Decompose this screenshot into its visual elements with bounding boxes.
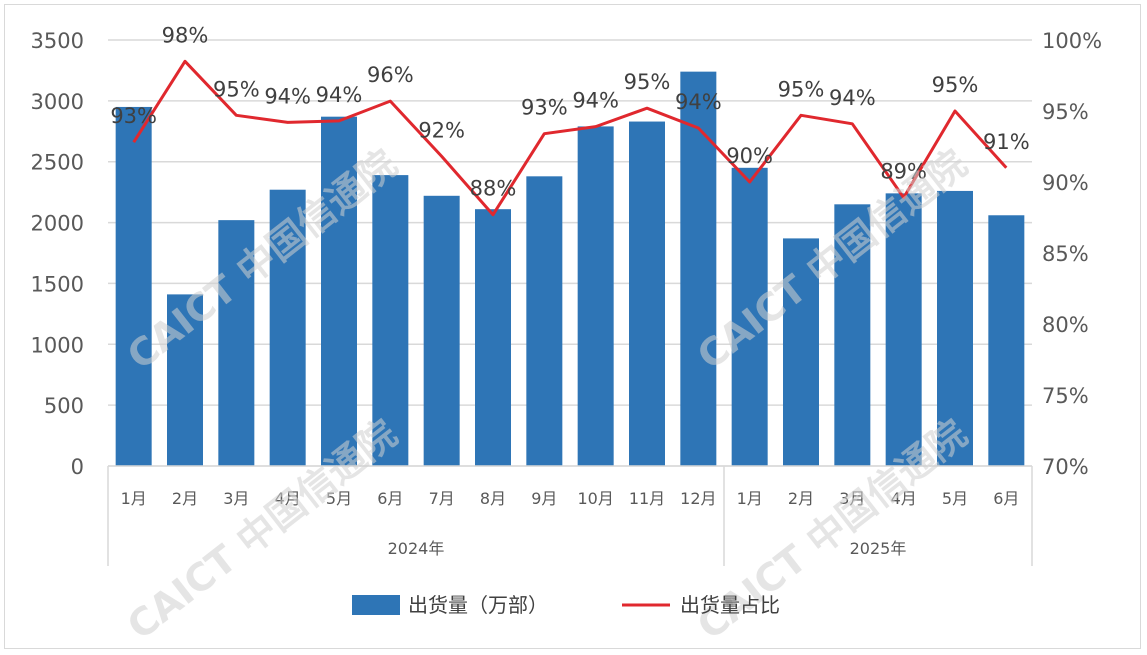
legend-label-bar: 出货量（万部） xyxy=(408,593,548,617)
axes: 0 500 1000 1500 2000 2500 3000 3500 70% 75% 80% 85%… xyxy=(31,29,1102,566)
y-right-tick-label: 85% xyxy=(1042,242,1089,266)
bar xyxy=(475,209,511,466)
x-category-label: 6月 xyxy=(377,489,403,508)
x-category-label: 1月 xyxy=(737,489,763,508)
line-data-label: 94% xyxy=(829,86,876,110)
line-data-label: 94% xyxy=(316,83,363,107)
x-category-label: 8月 xyxy=(480,489,506,508)
y-left-tick-label: 0 xyxy=(71,455,84,479)
x-category-label: 3月 xyxy=(223,489,249,508)
y-right-tick-label: 80% xyxy=(1042,313,1089,337)
line-series xyxy=(132,59,1008,217)
x-category-label: 6月 xyxy=(993,489,1019,508)
y-right-tick-label: 95% xyxy=(1042,100,1089,124)
line-data-label: 92% xyxy=(418,118,465,142)
data-labels: 93%98%95% 94% 94%96%92%88%93% 94%95%94%90%9… xyxy=(110,23,1029,200)
bar xyxy=(834,204,871,467)
y-left-tick-label: 500 xyxy=(44,394,84,418)
line-data-label: 94% xyxy=(264,84,311,108)
bar xyxy=(731,167,768,467)
x-category-label: 12月 xyxy=(680,489,716,508)
bar xyxy=(115,106,152,466)
bar xyxy=(577,126,614,466)
y-left-tick-label: 3000 xyxy=(31,90,84,114)
bar xyxy=(885,193,922,467)
x-category-label: 5月 xyxy=(942,489,968,508)
line-data-label: 94% xyxy=(572,89,619,113)
y-left-tick-label: 2500 xyxy=(31,151,84,175)
bar xyxy=(423,195,460,466)
y-left-tick-label: 2000 xyxy=(31,212,84,236)
x-category-label: 9月 xyxy=(531,489,557,508)
y-right-tick-label: 100% xyxy=(1042,29,1102,53)
bar xyxy=(218,220,255,466)
y-left-tick-label: 3500 xyxy=(31,29,84,53)
x-category-label: 1月 xyxy=(121,489,147,508)
bar xyxy=(372,175,409,467)
bar xyxy=(629,121,665,466)
y-right-tick-label: 75% xyxy=(1042,384,1089,408)
line-data-label: 95% xyxy=(932,73,979,97)
x-category-label: 4月 xyxy=(275,489,301,508)
x-category-label: 10月 xyxy=(577,489,613,508)
line-data-label: 95% xyxy=(213,77,260,101)
line-data-label: 91% xyxy=(983,130,1030,154)
bar xyxy=(937,190,973,466)
line-data-label: 93% xyxy=(521,96,568,120)
legend-label-line: 出货量占比 xyxy=(680,593,780,617)
x-category-label: 5月 xyxy=(326,489,352,508)
x-category-label: 4月 xyxy=(891,489,917,508)
bar xyxy=(321,116,357,467)
x-category-label: 3月 xyxy=(839,489,865,508)
line-data-label: 96% xyxy=(367,63,414,87)
line-data-label: 98% xyxy=(162,23,209,47)
x-category-label: 2月 xyxy=(172,489,198,508)
line-data-label: 88% xyxy=(470,177,517,201)
bar-series xyxy=(115,71,1025,467)
line-data-label: 95% xyxy=(624,70,671,94)
line-data-label: 89% xyxy=(880,160,927,184)
line-data-label: 93% xyxy=(110,104,157,128)
x-category-label: 2月 xyxy=(788,489,814,508)
line-data-label: 90% xyxy=(726,144,773,168)
line-path xyxy=(132,59,1008,217)
legend-swatch-bar xyxy=(352,595,400,615)
bar xyxy=(988,215,1025,466)
y-left-tick-label: 1500 xyxy=(31,272,84,296)
y-left-tick-label: 1000 xyxy=(31,333,84,357)
bar xyxy=(269,189,306,467)
x-category-label: 7月 xyxy=(429,489,455,508)
x-group-label: 2024年 xyxy=(388,539,445,558)
bar xyxy=(167,294,203,466)
watermark-text: CAICT 中国信通院 xyxy=(119,141,405,378)
line-data-label: 94% xyxy=(675,90,722,114)
bar xyxy=(680,71,717,466)
y-right-tick-label: 90% xyxy=(1042,171,1089,195)
bar xyxy=(526,176,563,466)
x-group-label: 2025年 xyxy=(850,539,907,558)
bar xyxy=(783,238,819,466)
line-data-label: 95% xyxy=(778,77,825,101)
legend: 出货量（万部） 出货量占比 xyxy=(352,593,780,617)
x-category-label: 11月 xyxy=(629,489,665,508)
y-right-tick-label: 70% xyxy=(1042,455,1089,479)
